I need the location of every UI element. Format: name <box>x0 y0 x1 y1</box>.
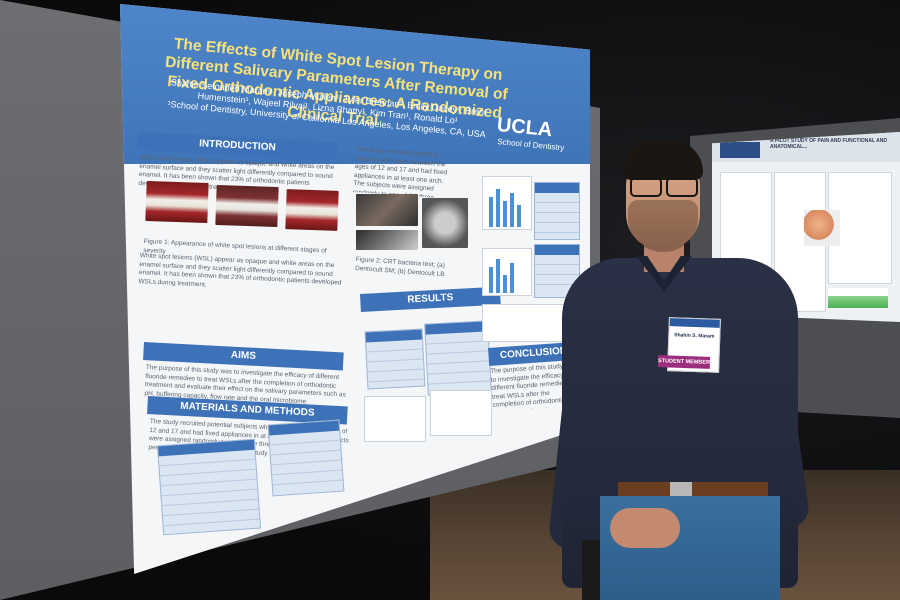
logo-sub-text: School of Dentistry <box>496 137 565 153</box>
presenter <box>547 130 812 600</box>
teeth-photo-moderate <box>215 184 279 228</box>
glasses-lens-left <box>630 177 662 197</box>
teeth-photo-severe <box>285 189 339 231</box>
table-row <box>535 203 579 213</box>
poster2-figure-photo <box>804 210 840 246</box>
table-row <box>427 371 491 385</box>
chart-bar <box>510 193 514 227</box>
table-row <box>535 275 579 285</box>
poster-stand-leg <box>582 540 600 600</box>
lab-photo <box>356 194 418 226</box>
badge-ribbon: STUDENT MEMBER <box>657 355 711 369</box>
table-study-visits <box>267 419 345 497</box>
presenter-beard <box>628 200 698 252</box>
table-row <box>535 193 579 203</box>
bar-chart-1 <box>482 176 532 230</box>
badge-name: Shahin S. Maram <box>674 332 715 340</box>
table-experimental-groups <box>156 438 262 536</box>
presenter-clasped-hands <box>610 508 680 548</box>
table-row <box>367 369 425 383</box>
figure2-caption: Figure 2: CRT bacteria test; (a) Dentocu… <box>354 256 446 278</box>
intro-text-continued: White spot lesions (WSL) appear as opaqu… <box>138 252 342 289</box>
glasses-icon <box>628 177 698 197</box>
petri-dish-photo <box>422 198 468 248</box>
poster2-title: A PILOT STUDY OF PAIN AND FUNCTIONAL AND… <box>770 138 887 150</box>
table-row <box>535 255 579 265</box>
table-row <box>535 223 579 233</box>
teeth-photo-mild <box>145 180 209 224</box>
research-poster-secondary: A PILOT STUDY OF PAIN AND FUNCTIONAL AND… <box>712 132 900 322</box>
results-table4-header <box>535 245 579 255</box>
chart-bar <box>503 201 507 227</box>
bar-chart-2 <box>482 248 532 296</box>
poster2-logo <box>720 142 760 158</box>
chart-bar <box>496 189 500 227</box>
chart-bar <box>517 205 521 227</box>
poster2-chart <box>828 288 888 308</box>
badge-header <box>669 318 720 328</box>
results-table <box>364 328 426 390</box>
chart-bar <box>510 263 514 293</box>
chart-bar <box>503 275 507 293</box>
belt-buckle <box>670 482 692 496</box>
chart-bar <box>489 267 493 293</box>
glasses-lens-right <box>666 177 698 197</box>
section-results: RESULTS <box>360 286 501 312</box>
line-chart-salivary <box>364 396 426 442</box>
dentocult-photo <box>356 230 418 250</box>
chart-bar <box>489 197 493 227</box>
chart-bar <box>496 259 500 293</box>
table-row <box>535 213 579 223</box>
results-table3-header <box>535 183 579 193</box>
presenter-belt <box>618 482 768 496</box>
methods-text-continued: The study recruited potential subjects w… <box>352 146 448 199</box>
line-chart-ph <box>430 390 492 436</box>
results-table-3 <box>534 182 580 240</box>
table-row <box>535 265 579 275</box>
presenter-hair <box>623 140 703 180</box>
